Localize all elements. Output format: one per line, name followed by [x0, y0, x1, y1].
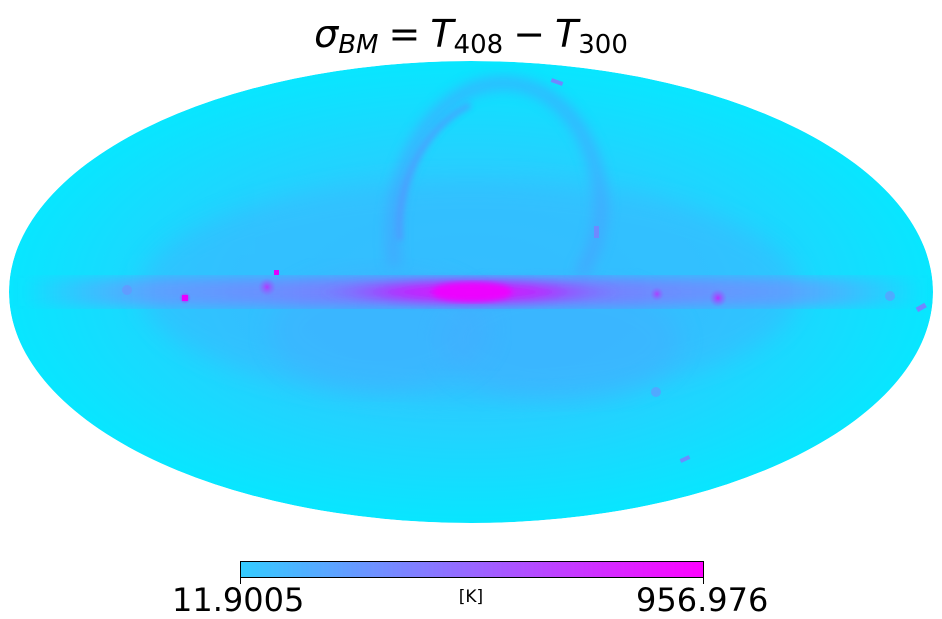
title-t2: T	[555, 12, 579, 56]
point-source	[915, 302, 927, 313]
colorbar-tick-min	[240, 578, 241, 584]
point-source	[709, 289, 727, 307]
loop-arc	[385, 76, 608, 279]
point-source	[885, 291, 895, 301]
colorbar-min-label: 11.9005	[172, 581, 305, 619]
point-source	[651, 387, 661, 397]
point-source	[650, 287, 664, 301]
diffuse-emission-south	[440, 280, 680, 400]
loop-arc-inner	[396, 102, 472, 241]
title-t1-subscript: 408	[453, 30, 504, 60]
colorbar-unit-label: [K]	[458, 587, 484, 607]
point-source	[258, 278, 276, 296]
colorbar-max-label: 956.976	[636, 581, 769, 619]
sky-map-body	[9, 61, 933, 523]
point-source	[274, 270, 279, 275]
title-sigma: σ	[314, 12, 339, 56]
point-source	[594, 226, 599, 238]
title-sigma-subscript: BM	[338, 30, 379, 60]
point-source	[550, 78, 564, 86]
map-title: σBM = T408− T300	[0, 12, 942, 60]
title-equals: =	[388, 12, 421, 56]
colorbar-tick-max	[703, 578, 704, 584]
point-source	[679, 455, 691, 463]
title-t1: T	[430, 12, 454, 56]
point-source-core	[182, 295, 188, 301]
colorbar	[240, 561, 704, 578]
galactic-center	[432, 282, 512, 302]
title-t2-subscript: 300	[578, 30, 628, 60]
title-minus: −	[513, 12, 546, 56]
colorbar-gradient	[240, 561, 704, 578]
point-source	[122, 285, 132, 295]
